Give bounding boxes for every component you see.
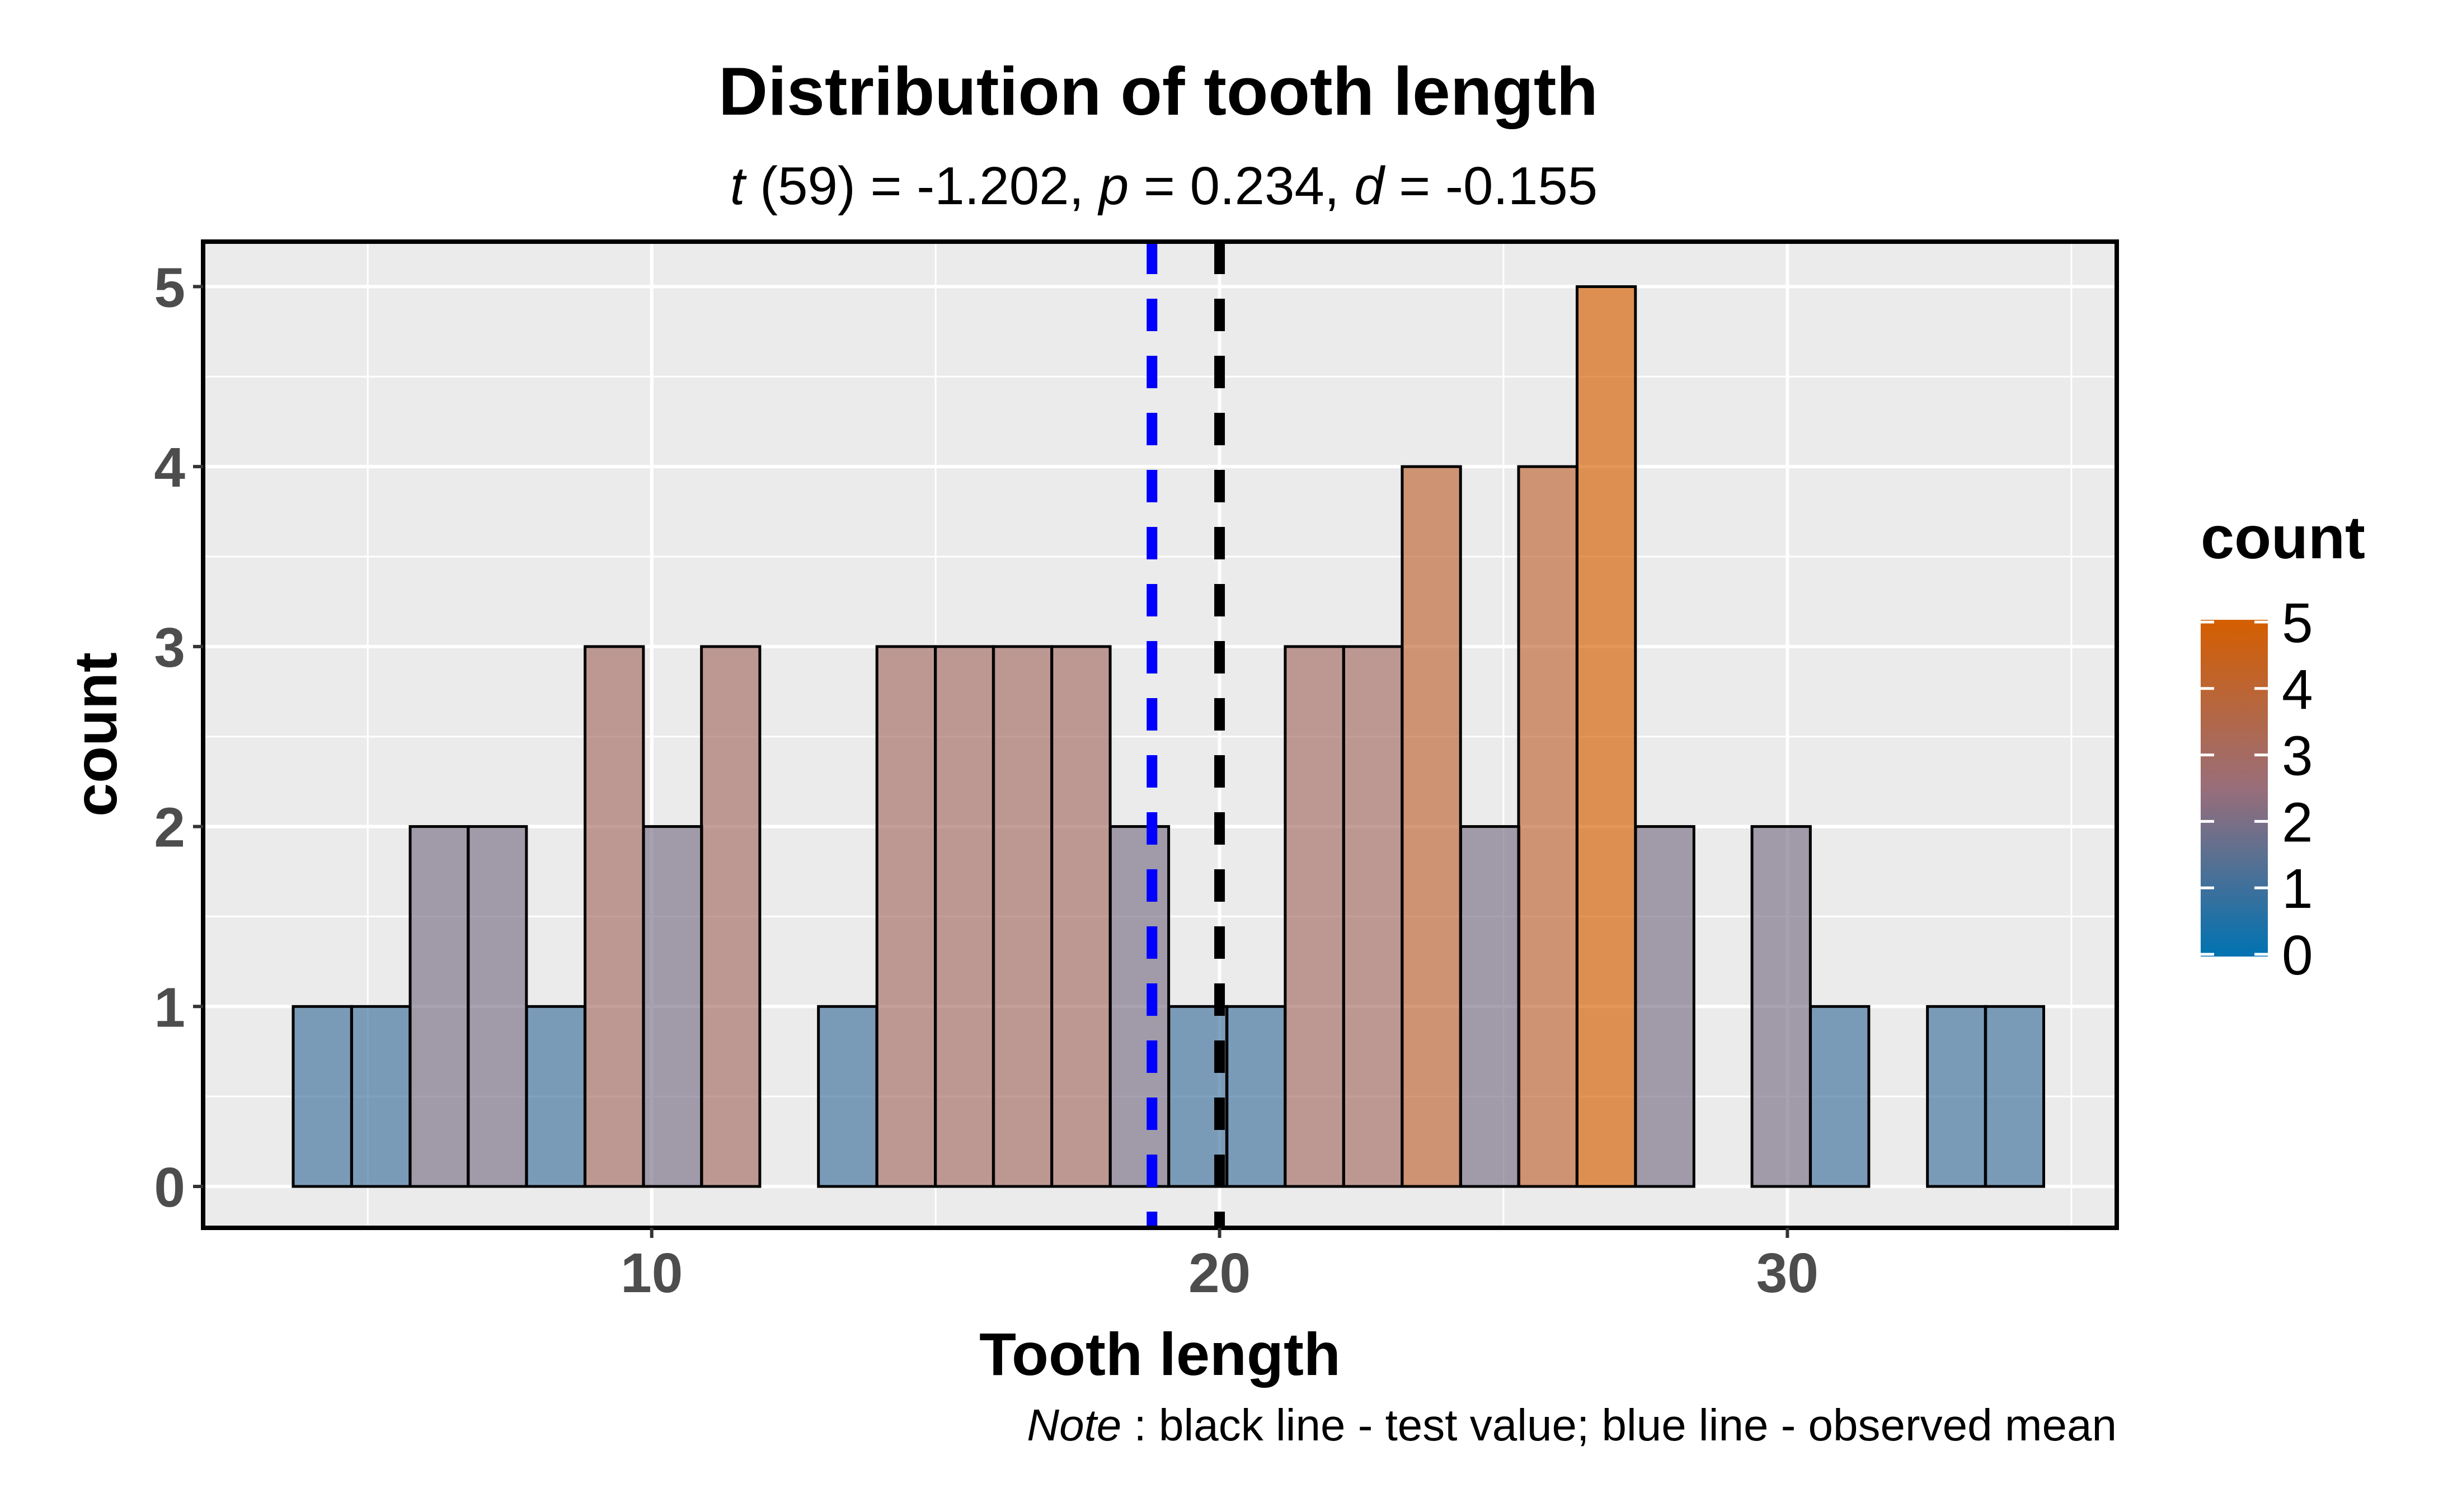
x-tick-label: 10: [621, 1242, 683, 1304]
legend-title: count: [2201, 503, 2365, 571]
caption-note-text: : black line - test value; blue line - o…: [1134, 1400, 2117, 1450]
legend-tick-label: 5: [2282, 592, 2313, 654]
histogram-bar: [1225, 1005, 1287, 1188]
chart-title: Distribution of tooth length: [718, 53, 1598, 129]
y-tick-label: 1: [154, 976, 185, 1039]
legend-tick-label: 3: [2282, 725, 2313, 788]
y-tick-label: 4: [154, 436, 185, 499]
histogram-bar: [817, 1005, 878, 1188]
histogram-bar: [875, 645, 937, 1188]
histogram-bar: [1984, 1005, 2045, 1188]
x-tick-label: 30: [1756, 1242, 1819, 1304]
y-axis: 0 1 2 3 4 5: [154, 256, 203, 1219]
histogram-bar: [350, 1005, 412, 1188]
histogram-bar: [1284, 645, 1345, 1188]
x-tick-label: 20: [1188, 1242, 1251, 1304]
histogram-bar: [700, 645, 762, 1188]
histogram-bar: [1576, 285, 1637, 1188]
histogram-bar: [1750, 825, 1812, 1188]
histogram-bar: [934, 645, 995, 1188]
subtitle-d-value: = -0.155: [1399, 156, 1597, 216]
caption-note-label: Note: [1027, 1400, 1121, 1450]
histogram-bar: [1809, 1005, 1871, 1188]
x-axis: 10 20 30: [621, 1228, 1819, 1304]
chart-subtitle: t (59) = -1.202, p = 0.234, d = -0.155: [730, 156, 1597, 216]
histogram-bar: [1634, 825, 1695, 1188]
legend-tick-label: 0: [2282, 924, 2313, 987]
histogram-bar: [584, 645, 645, 1188]
histogram-bar: [525, 1005, 586, 1188]
histogram-bar: [292, 1005, 353, 1188]
reference-lines: [1147, 242, 1225, 1228]
legend-tick-label: 2: [2282, 791, 2313, 854]
histogram-bars: [292, 285, 2045, 1188]
subtitle-d-label: d: [1354, 156, 1385, 216]
histogram-bar: [1926, 1005, 1987, 1188]
y-tick-label: 3: [154, 616, 185, 679]
legend-tick-label: 1: [2282, 858, 2313, 920]
y-tick-label: 0: [154, 1156, 185, 1219]
y-tick-label: 5: [154, 256, 185, 319]
caption-note: Note : black line - test value; blue lin…: [1027, 1400, 2117, 1450]
histogram-bar: [467, 825, 528, 1188]
y-axis-title: count: [62, 652, 129, 817]
x-axis-title: Tooth length: [979, 1320, 1341, 1388]
plot-border: [201, 239, 2119, 1230]
histogram-bar: [408, 825, 470, 1188]
histogram-bar: [992, 645, 1054, 1188]
legend-tick-label: 4: [2282, 658, 2313, 721]
subtitle-p-label: p: [1097, 156, 1129, 216]
legend-colorbar: [2201, 620, 2268, 957]
y-tick-label: 2: [154, 797, 185, 859]
subtitle-p-value: = 0.234,: [1144, 156, 1354, 216]
subtitle-t-label: t: [730, 156, 747, 216]
histogram-bar: [1342, 645, 1404, 1188]
histogram-bar: [1108, 825, 1171, 1188]
histogram-bar: [1459, 825, 1521, 1188]
histogram-bar: [1517, 465, 1578, 1188]
histogram-bar: [1050, 645, 1112, 1188]
subtitle-t-value: (59) = -1.202,: [760, 156, 1099, 216]
histogram-bar: [1401, 465, 1462, 1188]
histogram-bar: [642, 825, 703, 1188]
